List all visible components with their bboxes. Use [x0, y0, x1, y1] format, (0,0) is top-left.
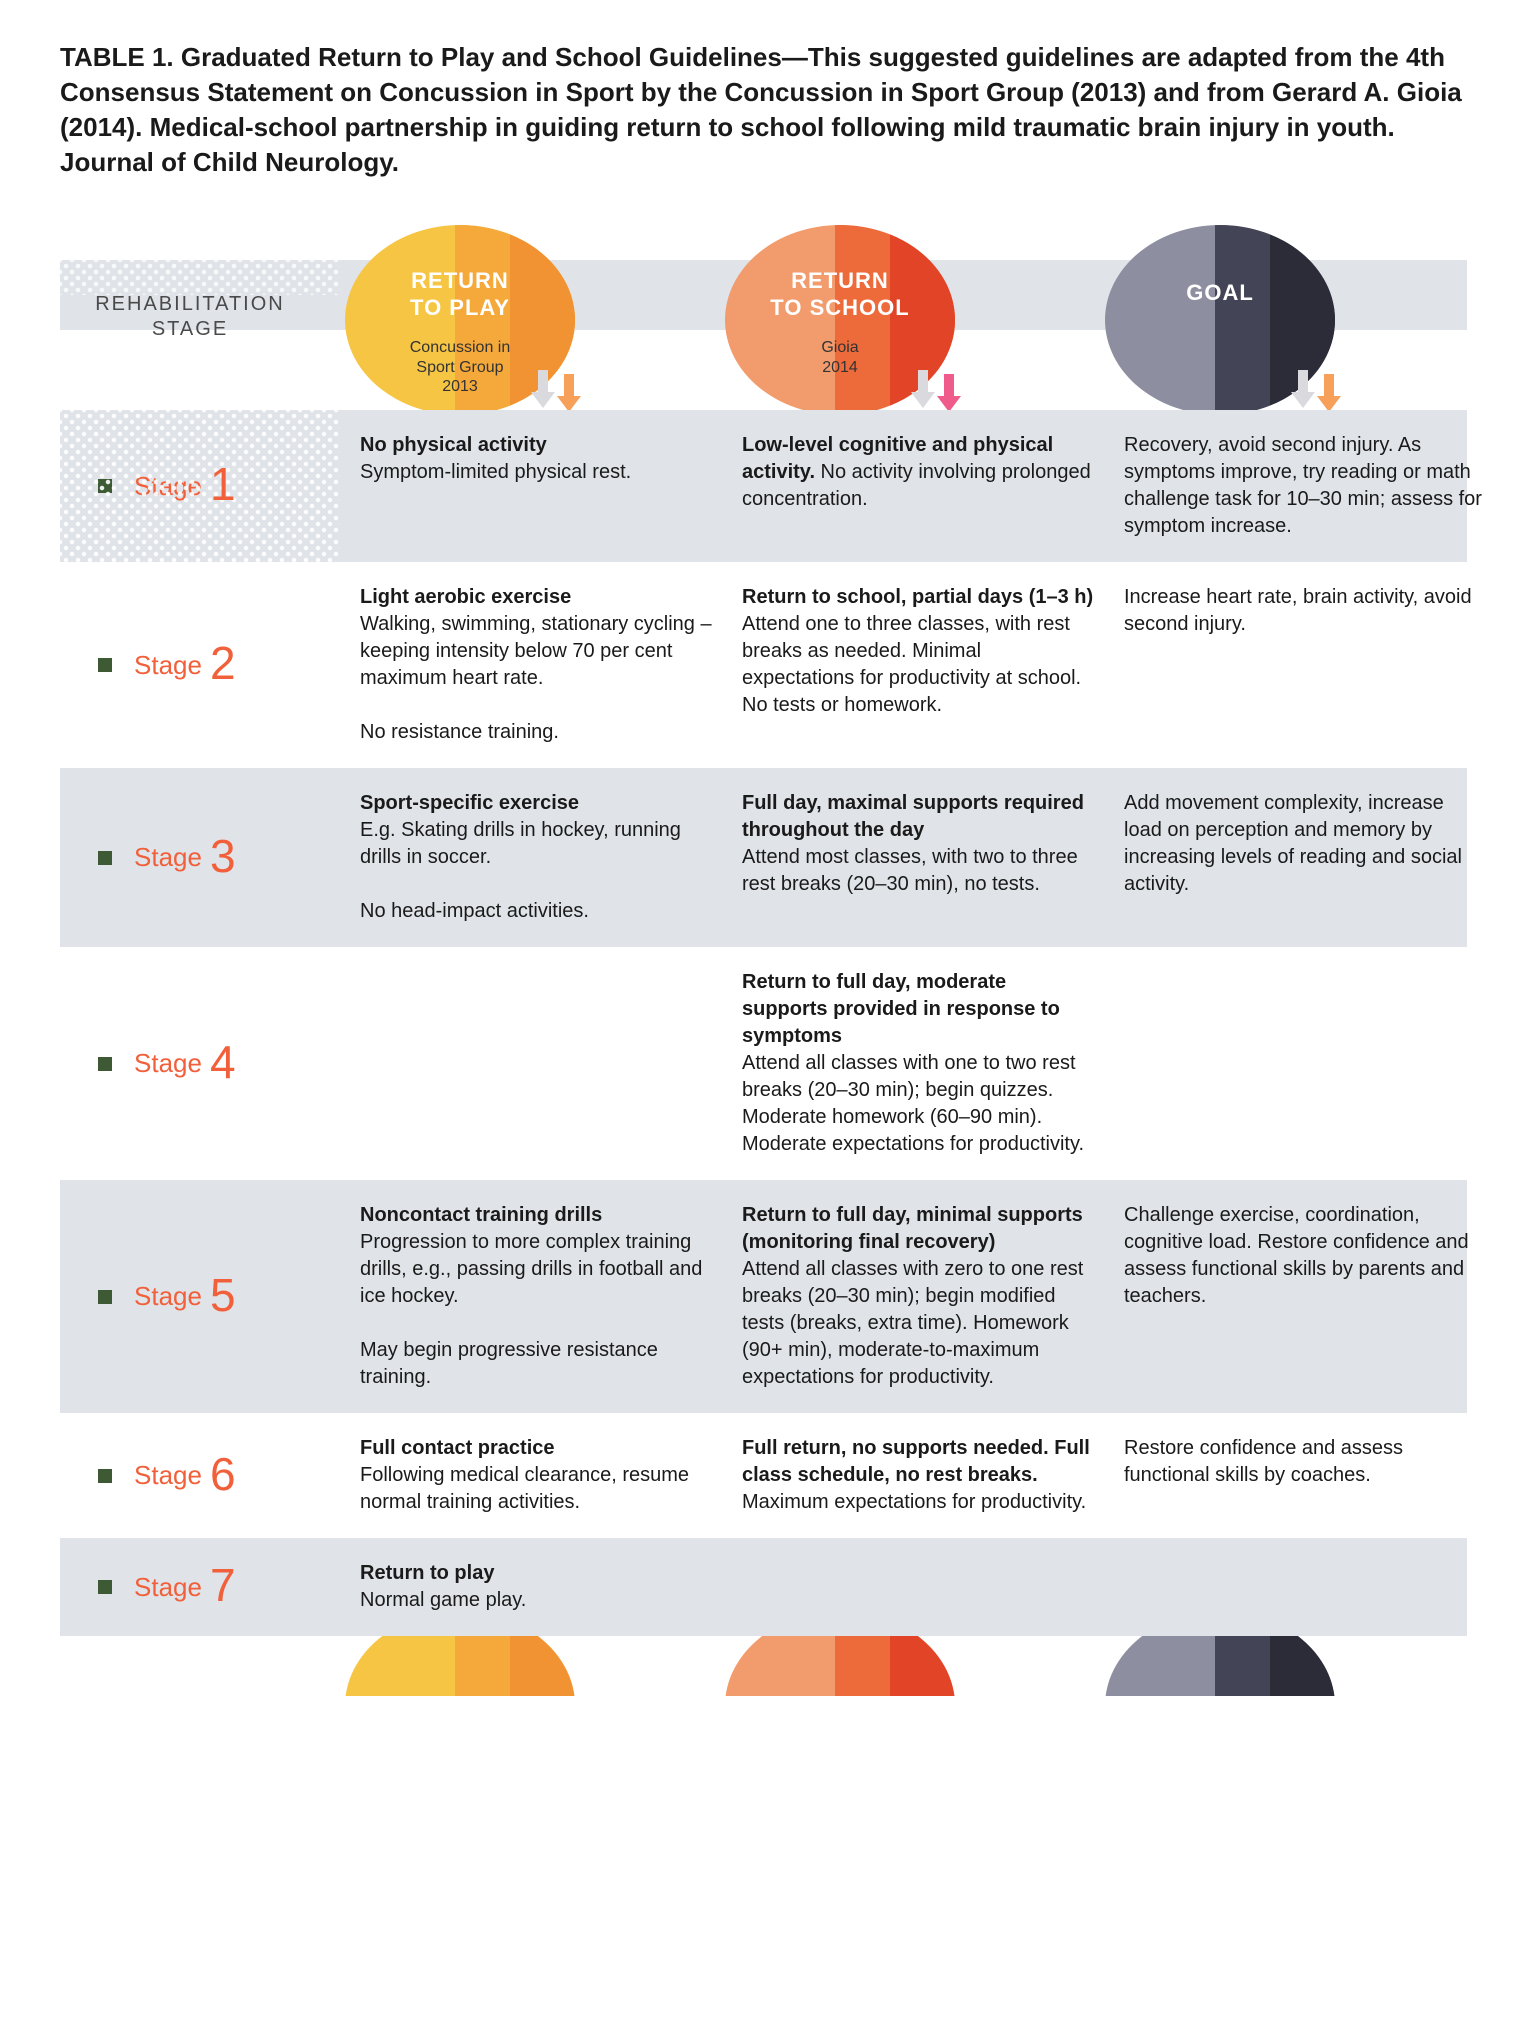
stage-word: Stage [134, 1048, 202, 1079]
stage-number: 6 [210, 1447, 236, 1501]
goal-cell: Increase heart rate, brain activity, avo… [1124, 584, 1504, 746]
stages-table: Stage 1 No physical activitySymptom-limite… [60, 410, 1467, 1636]
stage-cell: Stage 7 [68, 1560, 348, 1614]
goal-cell [1124, 1560, 1504, 1614]
header-title-play: RETURNTO PLAY [340, 268, 580, 321]
table-row: Stage 1 No physical activitySymptom-limite… [60, 410, 1467, 562]
stage-square-icon [98, 658, 112, 672]
stage-number: 7 [210, 1558, 236, 1612]
stage-square-icon [98, 1469, 112, 1483]
stage-word: Stage [134, 1460, 202, 1491]
table-row: Stage 3 Sport-specific exerciseE.g. Skatin… [60, 768, 1467, 947]
stage-number: 5 [210, 1268, 236, 1322]
stage-word: Stage [134, 471, 202, 502]
stage-word: Stage [134, 1281, 202, 1312]
stage-number: 3 [210, 829, 236, 883]
goal-cell: Restore confidence and assess functional… [1124, 1435, 1504, 1516]
header-bubble-school: RETURNTO SCHOOL Gioia2014 [720, 220, 960, 420]
stage-number: 1 [210, 457, 236, 511]
school-cell: Full day, maximal supports required thro… [742, 790, 1112, 925]
table-row: Stage 7 Return to playNormal game play. [60, 1538, 1467, 1636]
table-row: Stage 5 Noncontact training drillsProgress… [60, 1180, 1467, 1413]
header-title-school: RETURNTO SCHOOL [720, 268, 960, 321]
school-cell: Return to school, partial days (1–3 h)At… [742, 584, 1112, 746]
stage-square-icon [98, 479, 112, 493]
footer-arcs [60, 1636, 1467, 1696]
goal-cell: Recovery, avoid second injury. As sympto… [1124, 432, 1504, 540]
stage-number: 2 [210, 636, 236, 690]
stage-cell: Stage 2 [68, 584, 348, 746]
header-bubble-play: RETURNTO PLAY Concussion inSport Group20… [340, 220, 580, 420]
stage-square-icon [98, 1580, 112, 1594]
stage-cell: Stage 3 [68, 790, 348, 925]
school-cell: Return to full day, minimal supports (mo… [742, 1202, 1112, 1391]
table-row: Stage 4 Return to full day, moderate suppo… [60, 947, 1467, 1180]
play-cell: Return to playNormal game play. [360, 1560, 730, 1614]
stage-cell: Stage 1 [68, 432, 348, 540]
header-dots [60, 260, 340, 295]
stage-column-header: REHABILITATIONSTAGE [90, 292, 290, 342]
goal-cell: Challenge exercise, coordination, cognit… [1124, 1202, 1504, 1391]
school-cell: Low-level cognitive and physical activit… [742, 432, 1112, 540]
play-cell: Sport-specific exerciseE.g. Skating dril… [360, 790, 730, 925]
stage-cell: Stage 4 [68, 969, 348, 1158]
header-band: REHABILITATIONSTAGE RETURNTO PLAY Concus… [60, 220, 1467, 400]
stage-square-icon [98, 851, 112, 865]
school-cell: Full return, no supports needed. Full cl… [742, 1435, 1112, 1516]
stage-square-icon [98, 1057, 112, 1071]
play-cell: Full contact practiceFollowing medical c… [360, 1435, 730, 1516]
play-cell [360, 969, 730, 1158]
stage-word: Stage [134, 842, 202, 873]
stage-word: Stage [134, 650, 202, 681]
table-caption: TABLE 1. Graduated Return to Play and Sc… [60, 40, 1467, 180]
goal-cell: Add movement complexity, increase load o… [1124, 790, 1504, 925]
play-cell: Light aerobic exerciseWalking, swimming,… [360, 584, 730, 746]
header-bubble-goal: GOAL [1100, 220, 1340, 420]
table-row: Stage 6 Full contact practiceFollowing med… [60, 1413, 1467, 1538]
table-row: Stage 2 Light aerobic exerciseWalking, swi… [60, 562, 1467, 768]
stage-cell: Stage 6 [68, 1435, 348, 1516]
play-cell: Noncontact training drillsProgression to… [360, 1202, 730, 1391]
school-cell [742, 1560, 1112, 1614]
play-cell: No physical activitySymptom-limited phys… [360, 432, 730, 540]
header-title-goal: GOAL [1100, 280, 1340, 306]
school-cell: Return to full day, moderate supports pr… [742, 969, 1112, 1158]
stage-word: Stage [134, 1572, 202, 1603]
goal-cell [1124, 969, 1504, 1158]
stage-cell: Stage 5 [68, 1202, 348, 1391]
stage-square-icon [98, 1290, 112, 1304]
stage-number: 4 [210, 1035, 236, 1089]
